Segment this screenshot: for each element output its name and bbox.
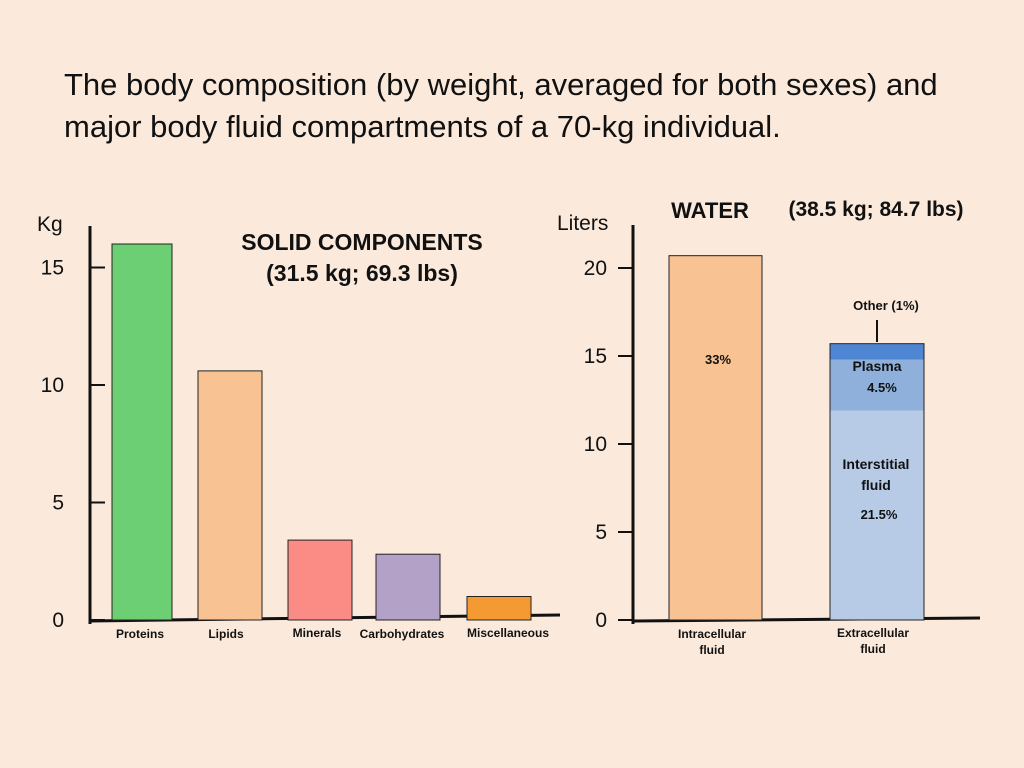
chart-subtitle: (38.5 kg; 84.7 lbs) — [788, 198, 963, 221]
data-label-plasma: 4.5% — [867, 380, 897, 395]
bar-lipids — [197, 370, 263, 621]
x-tick-label-extracellular-fluid-line1: Extracellular — [837, 626, 909, 640]
bar-proteins — [111, 243, 173, 621]
bar-segment-interstitial — [830, 410, 924, 620]
chart-title: SOLID COMPONENTS — [241, 229, 483, 255]
x-tick-label-proteins: Proteins — [116, 627, 164, 641]
x-tick-label-miscellaneous: Miscellaneous — [467, 626, 549, 640]
data-label-intracellular: 33% — [705, 352, 731, 367]
y-axis-label: Liters — [557, 212, 608, 235]
data-label-interstitial: 21.5% — [861, 507, 898, 522]
x-tick-label-intracellular-fluid-line2: fluid — [699, 643, 724, 657]
y-tick-label: 15 — [41, 257, 64, 280]
bar-minerals — [287, 539, 353, 621]
y-tick-label: 0 — [52, 609, 64, 632]
x-tick-label-extracellular-fluid-line2: fluid — [860, 642, 885, 656]
chart-subtitle: (31.5 kg; 69.3 lbs) — [266, 260, 458, 286]
chart-title: WATER — [671, 198, 749, 223]
y-tick-label: 20 — [584, 257, 607, 280]
data-label-other: Other (1%) — [853, 298, 919, 313]
solid-components-chart: Kg 0 5 10 15 SOLID COMPONENTS (31.5 kg; 69.3 l… — [37, 213, 561, 641]
water-chart: Liters 0 5 10 15 20 WATER (38.5 kg; 84.7 lbs) 33… — [557, 198, 981, 657]
bar-segment-plasma — [830, 359, 924, 411]
y-tick-label: 0 — [595, 609, 607, 632]
y-tick-label: 5 — [595, 521, 607, 544]
x-tick-label-minerals: Minerals — [293, 626, 342, 640]
slide-title: The body composition (by weight, average… — [64, 67, 938, 144]
x-tick-label-carbohydrates: Carbohydrates — [360, 627, 445, 641]
bar-carbohydrates — [375, 553, 441, 621]
bar-extracellular-outline — [829, 343, 925, 621]
y-tick-label: 10 — [584, 433, 607, 456]
bar-miscellaneous — [466, 596, 532, 621]
bar-segment-other — [830, 343, 924, 360]
x-tick-label-lipids: Lipids — [208, 627, 244, 641]
y-tick-label: 10 — [41, 374, 64, 397]
y-tick-label: 15 — [584, 345, 607, 368]
bar-intracellular — [668, 255, 763, 621]
series-label-interstitial-line2: fluid — [861, 477, 891, 493]
y-tick-label: 5 — [52, 492, 64, 515]
x-tick-label-intracellular-fluid-line1: Intracellular — [678, 627, 746, 641]
series-label-plasma: Plasma — [852, 358, 901, 374]
series-label-interstitial-line1: Interstitial — [843, 456, 910, 472]
y-axis-label: Kg — [37, 213, 63, 236]
